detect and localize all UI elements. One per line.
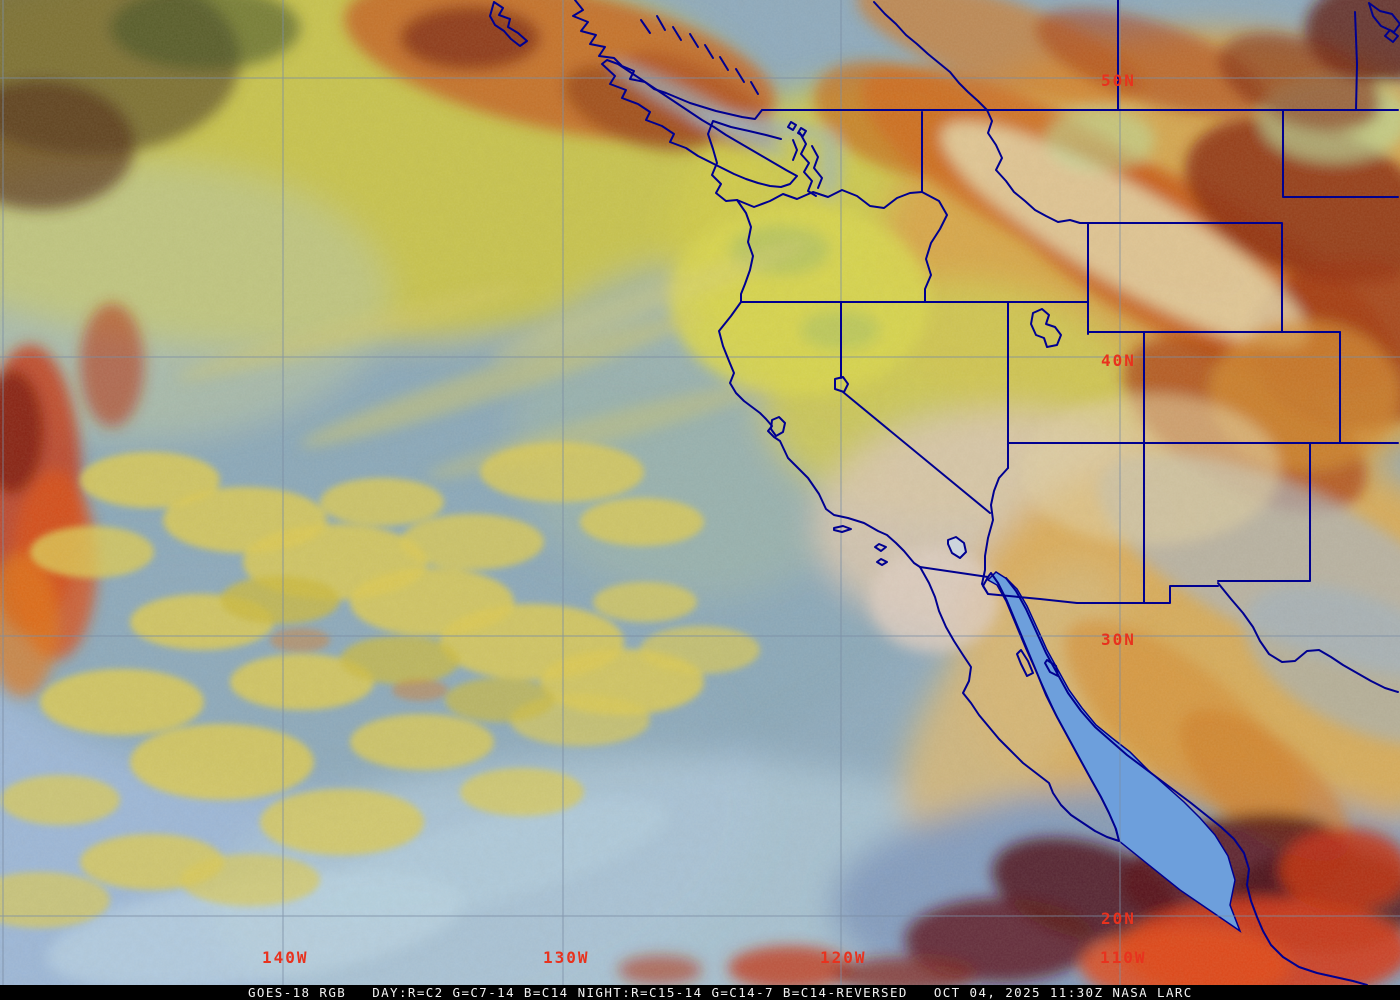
haida-islands [489, 1, 528, 47]
newmexico-texas-border [1217, 442, 1311, 582]
label-140w: 140W [262, 948, 309, 967]
credit-label: NASA LARC [1112, 985, 1193, 1000]
pacific-coastline [718, 199, 921, 568]
day-recipe-label: DAY:R=C2 G=C7-14 B=C14 [372, 985, 569, 1000]
label-120w: 120W [820, 948, 867, 967]
bc-mainland-coast [572, 0, 763, 120]
label-50n: 50N [1101, 71, 1136, 90]
snake-river-border [921, 191, 948, 303]
label-40n: 40N [1101, 351, 1136, 370]
label-30n: 30N [1101, 630, 1136, 649]
columbia-river-border [736, 189, 923, 209]
lake-tahoe [834, 376, 849, 393]
map-borders [489, 0, 1400, 985]
timestamp-label: OCT 04, 2025 11:30Z [933, 985, 1104, 1000]
status-bar: GOES-18 RGB DAY:R=C2 G=C7-14 B=C14 NIGHT:R… [0, 985, 1400, 1000]
puget-sound [792, 132, 823, 197]
channel-islands [833, 525, 888, 566]
wyoming-borders [1087, 222, 1283, 335]
label-20n: 20N [1101, 909, 1136, 928]
montana-east-border [1282, 109, 1399, 198]
night-recipe-label: NIGHT:R=C15-14 G=C14-7 B=C14-REVERSED [577, 985, 908, 1000]
mexico-mainland-coast [1005, 577, 1368, 985]
canada-lakes [1368, 2, 1400, 43]
great-salt-lake [1030, 308, 1062, 348]
san-juan-islands [787, 121, 807, 137]
idaho-montana-border [873, 1, 1089, 224]
olympic-coast [707, 120, 782, 202]
gulf-islands [1016, 649, 1059, 677]
label-110w: 110W [1100, 948, 1147, 967]
label-130w: 130W [543, 948, 590, 967]
baja-california-outline [919, 566, 1120, 842]
salton-sea [947, 536, 967, 559]
california-nevada-border [840, 301, 991, 514]
graticule-labels: 50N 40N 30N 20N 140W 130W 120W 110W [262, 71, 1147, 967]
rio-grande [1217, 582, 1399, 693]
vancouver-island [601, 59, 798, 188]
san-francisco-bay [770, 416, 786, 437]
bc-fjords [640, 15, 759, 95]
product-label: GOES-18 RGB [248, 985, 347, 1000]
us-mexico-border [919, 566, 1219, 604]
saskatchewan-manitoba-border [1354, 11, 1358, 111]
